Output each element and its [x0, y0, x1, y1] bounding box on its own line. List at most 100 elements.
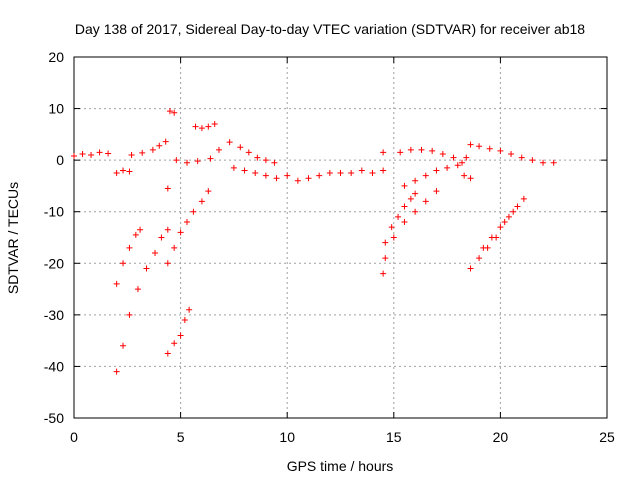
- data-point: [412, 177, 419, 184]
- data-point: [120, 342, 127, 349]
- data-point: [79, 150, 86, 157]
- x-axis: 0 5 10 15 20 25: [70, 57, 615, 445]
- data-point: [254, 154, 261, 161]
- data-point: [183, 219, 190, 226]
- data-point: [444, 164, 451, 171]
- series-seg-s: [467, 141, 557, 166]
- data-point: [412, 208, 419, 215]
- data-point: [459, 159, 466, 166]
- series-seg-q: [401, 154, 470, 189]
- data-point: [113, 170, 120, 177]
- series-seg-l: [230, 164, 280, 182]
- data-point: [143, 265, 150, 272]
- x-tick-label: 25: [599, 429, 615, 445]
- x-tick-label: 15: [386, 429, 402, 445]
- series-seg-v: [164, 149, 387, 277]
- data-point: [171, 244, 178, 251]
- data-point: [158, 234, 165, 241]
- series-seg-p: [397, 146, 466, 166]
- data-point: [358, 167, 365, 174]
- data-point: [262, 172, 269, 179]
- data-point: [126, 168, 133, 175]
- y-tick-label: 0: [56, 152, 64, 168]
- data-point: [480, 244, 487, 251]
- data-point: [501, 219, 508, 226]
- data-point: [126, 311, 133, 318]
- data-point: [241, 167, 248, 174]
- data-point: [486, 145, 493, 152]
- data-point: [164, 260, 171, 267]
- data-point: [395, 213, 402, 220]
- data-point: [294, 177, 301, 184]
- data-point: [252, 170, 259, 177]
- data-point: [215, 146, 222, 153]
- data-point: [397, 149, 404, 156]
- series-seg-o: [382, 188, 440, 262]
- data-point: [401, 203, 408, 210]
- data-point: [380, 149, 387, 156]
- data-point: [401, 182, 408, 189]
- data-point: [401, 219, 408, 226]
- data-point: [245, 149, 252, 156]
- data-point: [382, 239, 389, 246]
- data-point: [132, 231, 139, 238]
- series-seg-b: [113, 167, 133, 177]
- data-point: [177, 229, 184, 236]
- data-point: [139, 149, 146, 156]
- data-point: [520, 195, 527, 202]
- y-tick-label: -50: [44, 410, 64, 426]
- data-point: [412, 190, 419, 197]
- y-axis: -50 -40 -30 -20 -10 0 10 20: [44, 49, 607, 426]
- y-tick-label: 10: [48, 101, 64, 117]
- data-point: [211, 121, 218, 128]
- data-point: [467, 265, 474, 272]
- data-point: [450, 154, 457, 161]
- data-point: [429, 147, 436, 154]
- data-point: [126, 244, 133, 251]
- data-point: [183, 159, 190, 166]
- data-point: [166, 108, 173, 115]
- data-point: [380, 167, 387, 174]
- data-point: [316, 172, 323, 179]
- y-tick-label: -30: [44, 307, 64, 323]
- series-seg-u: [480, 195, 527, 251]
- x-tick-label: 5: [177, 429, 185, 445]
- data-point: [476, 143, 483, 150]
- data-point: [540, 159, 547, 166]
- data-point: [149, 146, 156, 153]
- x-tick-label: 20: [493, 429, 509, 445]
- data-point: [407, 146, 414, 153]
- data-point: [305, 175, 312, 182]
- series-seg-r: [461, 172, 474, 182]
- series-seg-k: [215, 139, 278, 166]
- data-point: [369, 170, 376, 177]
- data-point: [230, 164, 237, 171]
- data-point: [71, 153, 77, 160]
- data-point: [518, 154, 525, 161]
- data-point: [205, 188, 212, 195]
- data-point: [433, 167, 440, 174]
- series-seg-c: [128, 138, 169, 158]
- data-point: [171, 340, 178, 347]
- data-point: [152, 249, 159, 256]
- data-point: [273, 175, 280, 182]
- data-point: [177, 332, 184, 339]
- data-point: [380, 270, 387, 277]
- data-point: [510, 208, 517, 215]
- data-point: [120, 167, 127, 174]
- data-point: [467, 141, 474, 148]
- data-point: [120, 260, 127, 267]
- data-point: [207, 155, 214, 162]
- data-point: [422, 198, 429, 205]
- plot-frame: [73, 56, 608, 419]
- y-tick-label: 20: [48, 49, 64, 65]
- data-point: [226, 139, 233, 146]
- data-point: [271, 159, 278, 166]
- grid-layer: [74, 57, 607, 418]
- data-point: [156, 142, 163, 149]
- y-tick-label: -20: [44, 255, 64, 271]
- data-point: [284, 172, 291, 179]
- data-point: [514, 203, 521, 210]
- data-point: [198, 125, 205, 132]
